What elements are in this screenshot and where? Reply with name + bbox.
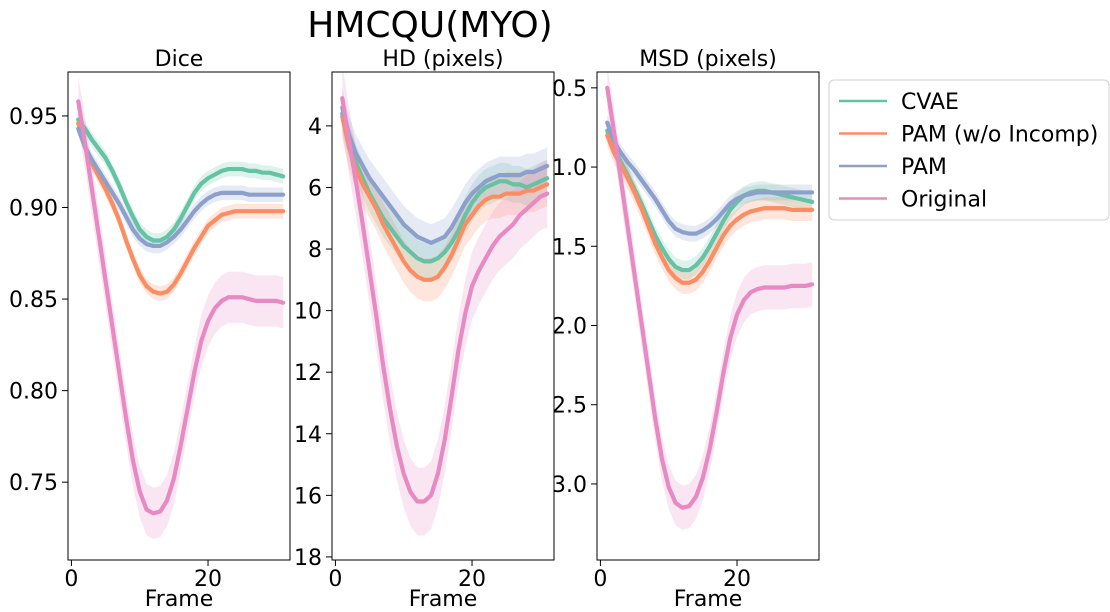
confidence-band-pam: [607, 114, 813, 242]
y-tick-label: 0.80: [9, 380, 58, 405]
axes-frame: [331, 71, 555, 561]
y-tick-label: 4: [308, 115, 322, 140]
legend-box: [828, 79, 1110, 221]
y-tick-label: 16: [294, 484, 322, 509]
axes-title: Dice: [155, 47, 204, 72]
y-tick-label: 0.85: [9, 288, 58, 313]
y-tick-label: 6: [308, 176, 322, 201]
plot-area: [340, 72, 550, 536]
x-axis-label: Frame: [409, 587, 478, 612]
y-tick-label: 3.0: [552, 473, 587, 498]
series-line-original: [605, 85, 815, 510]
series-line-pam: [605, 120, 815, 236]
y-tick-label: 18: [294, 546, 322, 571]
legend: CVAE PAM (w/o Incomp) PAM Original: [828, 79, 1110, 221]
y-tick-label: 14: [294, 423, 322, 448]
legend-label: Original: [901, 188, 987, 213]
legend-item: PAM: [839, 155, 947, 180]
confidence-band-pam-w-o-incomp-: [342, 95, 548, 302]
y-tick-label: 10: [294, 300, 322, 325]
x-axis-label: Frame: [674, 587, 743, 612]
series-line-original: [340, 96, 550, 504]
series-line-pam-w-o-incomp-: [605, 133, 815, 285]
series-line-pam: [340, 105, 550, 245]
confidence-band-original: [78, 75, 284, 539]
y-tick-label: 0.75: [9, 471, 58, 496]
axes-frame: [596, 71, 820, 561]
x-tick-label: 0: [328, 567, 342, 592]
x-tick-label: 20: [723, 567, 751, 592]
legend-item: CVAE: [839, 90, 959, 115]
legend-label: CVAE: [901, 90, 959, 115]
y-tick-label: 1.5: [552, 235, 587, 260]
confidence-band-pam: [342, 88, 548, 262]
x-tick-label: 0: [64, 567, 78, 592]
legend-label: PAM (w/o Incomp): [901, 123, 1098, 148]
legend-item: PAM (w/o Incomp): [839, 123, 1098, 148]
y-tick-label: 0.90: [9, 197, 58, 222]
plot-area: [605, 72, 815, 530]
series-line-cvae: [76, 117, 286, 243]
y-tick-label: 8: [308, 238, 322, 263]
x-tick-label: 0: [593, 567, 607, 592]
series-line-pam-w-o-incomp-: [76, 121, 286, 296]
series-line-pam-w-o-incomp-: [340, 114, 550, 282]
axes-title: HD (pixels): [382, 47, 503, 72]
x-axis-label: Frame: [145, 587, 214, 612]
x-tick-label: 20: [194, 567, 222, 592]
legend-item: Original: [839, 188, 987, 213]
y-tick-label: 0.95: [9, 105, 58, 130]
series-line-pam: [76, 126, 286, 249]
figure-title: HMCQU(MYO): [307, 5, 552, 46]
y-tick-label: 2.5: [552, 394, 587, 419]
plot-area: [76, 75, 286, 539]
x-tick-label: 20: [458, 567, 486, 592]
y-tick-label: 2.0: [552, 315, 587, 340]
axes-frame: [67, 71, 291, 561]
axes-title: MSD (pixels): [639, 47, 777, 72]
legend-label: PAM: [901, 155, 947, 180]
y-tick-label: 0.5: [552, 77, 587, 102]
y-tick-label: 1.0: [552, 156, 587, 181]
y-tick-label: 12: [294, 361, 322, 386]
series-line-original: [76, 99, 286, 516]
